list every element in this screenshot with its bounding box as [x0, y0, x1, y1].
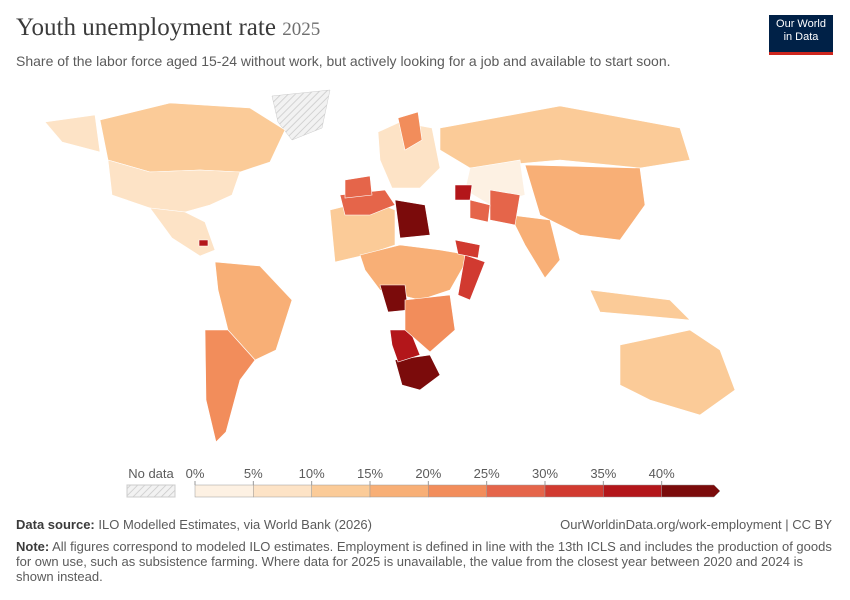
note-text: All figures correspond to modeled ILO es…	[16, 539, 832, 584]
source-text: ILO Modelled Estimates, via World Bank (…	[98, 517, 372, 532]
title: Youth unemployment rate 2025	[16, 14, 320, 42]
country	[198, 239, 209, 247]
legend-bin	[253, 484, 312, 498]
no-data-label: No data	[128, 466, 174, 481]
legend-bin	[661, 484, 721, 498]
country	[44, 114, 101, 153]
country	[469, 199, 491, 223]
legend-tick-label: 40%	[649, 466, 675, 481]
legend-tick-label: 10%	[299, 466, 325, 481]
country	[404, 294, 456, 353]
source-label: Data source:	[16, 517, 95, 532]
legend-tick-label: 0%	[186, 466, 205, 481]
country	[524, 164, 646, 241]
country	[214, 261, 293, 361]
country	[457, 254, 486, 301]
country	[204, 329, 256, 443]
legend-bin	[311, 484, 371, 498]
country	[394, 354, 441, 391]
legend-tick-label: 35%	[590, 466, 616, 481]
country	[509, 214, 561, 279]
legend-bin	[369, 484, 429, 498]
country	[454, 239, 481, 259]
logo[interactable]: Our World in Data	[769, 15, 833, 55]
legend-bin	[544, 484, 604, 498]
legend-bin	[603, 484, 662, 498]
country	[394, 199, 431, 239]
legend-tick-label: 30%	[532, 466, 558, 481]
note-label: Note:	[16, 539, 50, 554]
country	[99, 102, 286, 173]
country	[379, 284, 409, 313]
source: Data source: ILO Modelled Estimates, via…	[16, 517, 372, 532]
legend-bin	[486, 484, 546, 498]
country	[619, 329, 736, 416]
logo-line: Our World	[776, 18, 826, 30]
country	[107, 159, 241, 213]
note: Note: All figures correspond to modeled …	[16, 539, 834, 584]
legend-tick-label: 20%	[415, 466, 441, 481]
legend-bin	[194, 484, 254, 498]
country	[397, 111, 423, 151]
legend-tick-label: 5%	[244, 466, 263, 481]
legend-tick-label: 25%	[474, 466, 500, 481]
no-data-swatch	[126, 484, 176, 498]
country	[344, 175, 373, 199]
country	[454, 184, 473, 201]
country	[589, 289, 691, 321]
legend-tick-label: 15%	[357, 466, 383, 481]
country	[489, 189, 521, 226]
country	[149, 207, 216, 257]
map: No data 0% 5% 10% 15% 20% 25% 30% 35% 40%	[44, 89, 736, 498]
legend-bin	[428, 484, 487, 498]
subtitle: Share of the labor force aged 15-24 with…	[16, 53, 671, 69]
country	[359, 244, 471, 301]
logo-line: in Data	[783, 31, 819, 43]
url[interactable]: OurWorldinData.org/work-employment | CC …	[560, 517, 832, 532]
no-data-region	[271, 89, 331, 141]
title-text: Youth unemployment rate	[16, 14, 276, 41]
title-year: 2025	[282, 19, 321, 40]
country	[439, 105, 691, 169]
